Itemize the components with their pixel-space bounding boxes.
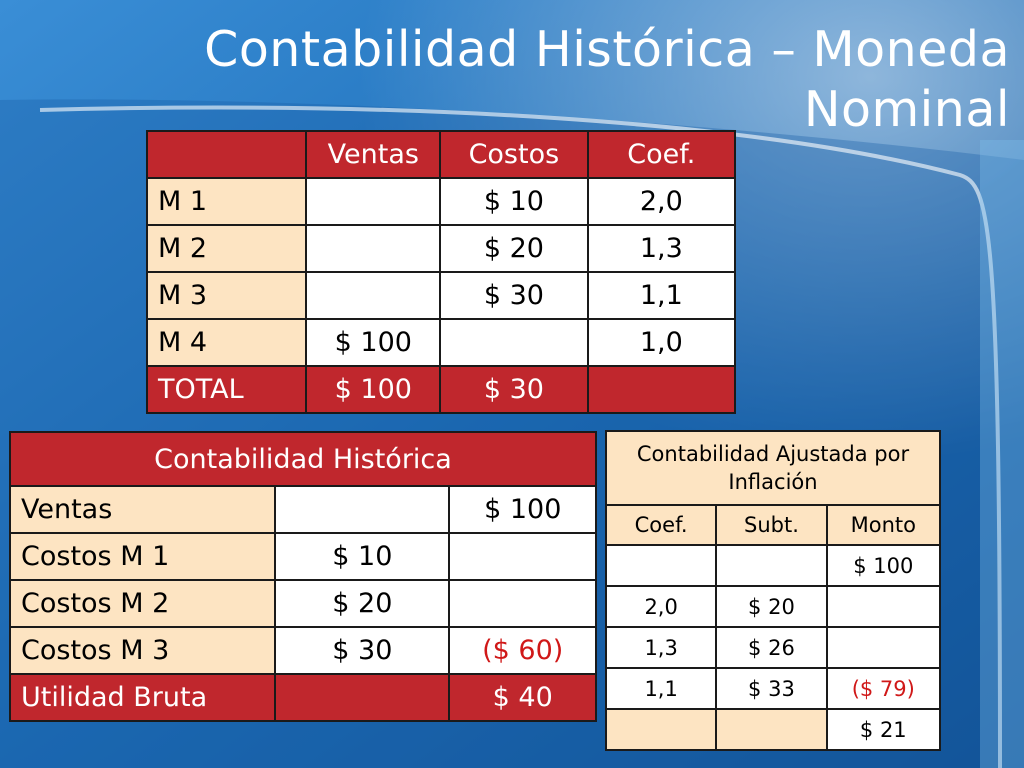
table-row: M 1 $ 10 2,0 bbox=[145, 177, 737, 226]
monto-cell-negative: ($ 79) bbox=[825, 667, 942, 710]
subt-cell: $ 26 bbox=[715, 626, 828, 669]
amount-cell bbox=[448, 532, 597, 581]
table-row: $ 100 bbox=[604, 544, 942, 587]
utilidad-detail bbox=[274, 673, 451, 722]
costos-cell: $ 10 bbox=[439, 177, 589, 226]
result-amount: $ 21 bbox=[825, 708, 942, 751]
coef-cell: 1,1 bbox=[586, 271, 737, 320]
ajustada-title-row: Contabilidad Ajustada por Inflación bbox=[605, 430, 941, 506]
slide-title: Contabilidad Histórica – Moneda Nominal bbox=[204, 21, 1010, 138]
coef-cell: 1,3 bbox=[586, 224, 737, 273]
ventas-cell bbox=[305, 271, 442, 320]
coef-cell: 1,1 bbox=[604, 667, 718, 710]
header-cell-monto: Monto bbox=[825, 504, 942, 546]
ventas-cell: $ 100 bbox=[305, 318, 442, 367]
header-cell-coef: Coef. bbox=[586, 130, 737, 179]
detail-cell: $ 20 bbox=[274, 579, 451, 628]
detail-cell: $ 10 bbox=[274, 532, 451, 581]
ajustada-result-row: $ 21 bbox=[604, 708, 942, 751]
subt-cell: $ 33 bbox=[715, 667, 828, 710]
coef-cell: 1,0 bbox=[586, 318, 737, 367]
header-cell-ventas: Ventas bbox=[305, 130, 442, 179]
table-row: Costos M 1 $ 10 bbox=[8, 532, 597, 581]
amount-cell: $ 100 bbox=[448, 485, 597, 534]
total-label: TOTAL bbox=[145, 365, 308, 414]
costos-cell: $ 30 bbox=[439, 271, 589, 320]
historica-title-row: Contabilidad Histórica bbox=[9, 431, 597, 487]
ajustada-header-row: Coef. Subt. Monto bbox=[604, 504, 942, 546]
amount-cell-negative: ($ 60) bbox=[448, 626, 597, 675]
table-row: Ventas $ 100 bbox=[8, 485, 597, 534]
table-row: 2,0 $ 20 bbox=[604, 585, 942, 628]
table-row: Costos M 2 $ 20 bbox=[8, 579, 597, 628]
total-ventas: $ 100 bbox=[305, 365, 442, 414]
ajustada-table: Contabilidad Ajustada por Inflación Coef… bbox=[604, 430, 942, 751]
historica-table: Contabilidad Histórica Ventas $ 100 Cost… bbox=[8, 431, 597, 722]
subt-cell bbox=[715, 708, 828, 751]
detail-cell bbox=[274, 485, 451, 534]
table-row: 1,3 $ 26 bbox=[604, 626, 942, 669]
row-label: M 2 bbox=[145, 224, 308, 273]
coef-cell: 2,0 bbox=[586, 177, 737, 226]
row-label: Ventas bbox=[8, 485, 277, 534]
coef-cell: 1,3 bbox=[604, 626, 718, 669]
monto-cell bbox=[825, 626, 942, 669]
utilidad-row: Utilidad Bruta $ 40 bbox=[8, 673, 597, 722]
table-row: Costos M 3 $ 30 ($ 60) bbox=[8, 626, 597, 675]
row-label: M 1 bbox=[145, 177, 308, 226]
table-row: M 4 $ 100 1,0 bbox=[145, 318, 737, 367]
total-costos: $ 30 bbox=[439, 365, 589, 414]
ventas-cell bbox=[305, 224, 442, 273]
header-cell-costos: Costos bbox=[439, 130, 589, 179]
total-coef bbox=[586, 365, 737, 414]
subt-cell: $ 20 bbox=[715, 585, 828, 628]
row-label: M 3 bbox=[145, 271, 308, 320]
row-label: M 4 bbox=[145, 318, 308, 367]
detail-cell: $ 30 bbox=[274, 626, 451, 675]
row-label: Costos M 1 bbox=[8, 532, 277, 581]
table-header-row: Ventas Costos Coef. bbox=[145, 130, 737, 179]
historica-title: Contabilidad Histórica bbox=[9, 431, 597, 487]
costos-cell: $ 20 bbox=[439, 224, 589, 273]
monto-cell bbox=[825, 585, 942, 628]
amount-cell bbox=[448, 579, 597, 628]
monthly-data-table: Ventas Costos Coef. M 1 $ 10 2,0 M 2 $ 2… bbox=[145, 130, 737, 414]
subt-cell bbox=[715, 544, 828, 587]
coef-cell: 2,0 bbox=[604, 585, 718, 628]
monto-cell: $ 100 bbox=[825, 544, 942, 587]
coef-cell bbox=[604, 544, 718, 587]
header-cell-subt: Subt. bbox=[715, 504, 828, 546]
ajustada-title: Contabilidad Ajustada por Inflación bbox=[605, 430, 941, 506]
total-row: TOTAL $ 100 $ 30 bbox=[145, 365, 737, 414]
row-label: Costos M 3 bbox=[8, 626, 277, 675]
header-cell-coef: Coef. bbox=[604, 504, 718, 546]
coef-cell bbox=[604, 708, 718, 751]
table-row: M 2 $ 20 1,3 bbox=[145, 224, 737, 273]
utilidad-amount: $ 40 bbox=[448, 673, 597, 722]
header-cell-empty bbox=[145, 130, 308, 179]
table-row: M 3 $ 30 1,1 bbox=[145, 271, 737, 320]
row-label: Costos M 2 bbox=[8, 579, 277, 628]
table-row: 1,1 $ 33 ($ 79) bbox=[604, 667, 942, 710]
costos-cell bbox=[439, 318, 589, 367]
ventas-cell bbox=[305, 177, 442, 226]
utilidad-label: Utilidad Bruta bbox=[8, 673, 277, 722]
